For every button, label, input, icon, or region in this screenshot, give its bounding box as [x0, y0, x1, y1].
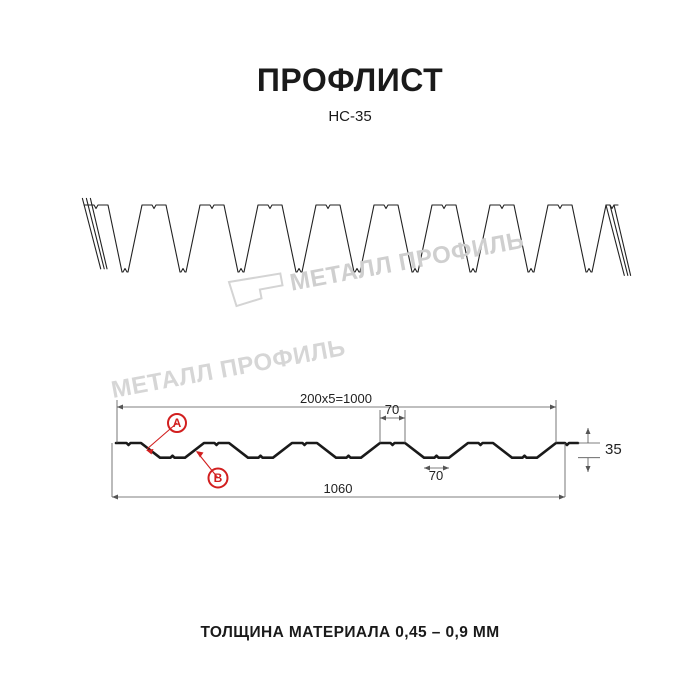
svg-text:МЕТАЛЛ ПРОФИЛЬ: МЕТАЛЛ ПРОФИЛЬ — [288, 227, 527, 297]
svg-text:70: 70 — [429, 468, 443, 483]
svg-text:35: 35 — [605, 441, 622, 458]
svg-text:200x5=1000: 200x5=1000 — [300, 391, 372, 406]
svg-text:B: B — [214, 471, 223, 485]
svg-text:1060: 1060 — [324, 481, 353, 496]
svg-text:A: A — [173, 416, 182, 430]
svg-text:70: 70 — [385, 402, 399, 417]
